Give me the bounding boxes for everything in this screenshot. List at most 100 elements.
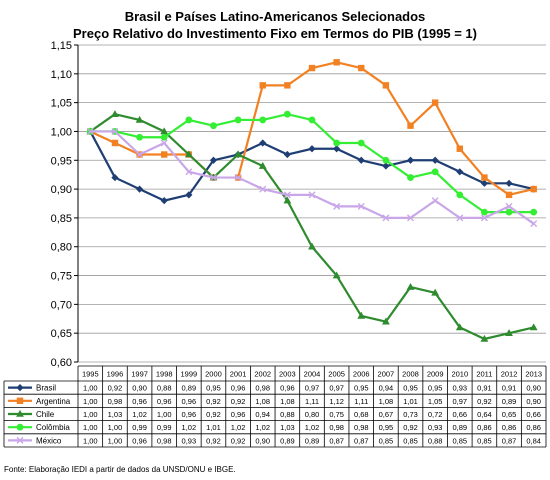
table-cell: 0,96 — [132, 436, 147, 445]
table-cell: 0,67 — [379, 410, 394, 419]
series-segment — [458, 193, 486, 214]
table-cell: 0,90 — [526, 397, 541, 406]
series-segment — [286, 199, 314, 248]
x-tick-label: 2011 — [476, 370, 492, 379]
series-segment — [507, 326, 535, 335]
data-point — [431, 99, 439, 106]
series-segment — [335, 274, 363, 317]
data-point — [456, 214, 464, 222]
table-cell: 0,94 — [379, 384, 394, 393]
series-segment — [507, 187, 535, 196]
data-point — [455, 323, 464, 331]
chart-subtitle: Preço Relativo do Investimento Fixo em T… — [73, 26, 477, 41]
table-cell: 0,89 — [452, 423, 467, 432]
data-point — [431, 156, 439, 164]
series-segment — [237, 153, 264, 168]
table-cell: 0,73 — [403, 410, 418, 419]
series-segment — [286, 147, 314, 156]
data-point — [209, 174, 217, 182]
table-cell: 0,96 — [182, 397, 197, 406]
data-point — [111, 173, 119, 182]
table-cell: 1,00 — [108, 423, 123, 432]
data-point — [357, 311, 366, 319]
series-segment — [163, 141, 190, 173]
data-point — [530, 208, 538, 216]
table-cell: 0,89 — [502, 397, 517, 406]
table-cell: 0,65 — [502, 410, 517, 419]
data-point — [185, 191, 193, 199]
series-segment — [409, 101, 437, 127]
x-tick-label: 2005 — [328, 370, 345, 379]
y-axis-ticks: 0,60 0,65 0,70 0,75 0,80 0,85 0,90 0,95 1,00 1,05… — [51, 40, 78, 369]
data-point — [381, 317, 390, 325]
table-cell: 0,85 — [403, 436, 418, 445]
data-point — [136, 151, 144, 159]
legend-entry: Colômbia — [8, 423, 70, 432]
series-segment — [187, 153, 215, 179]
table-cell: 0,88 — [428, 436, 443, 445]
data-point — [505, 191, 513, 199]
data-point — [530, 220, 538, 228]
data-point — [258, 161, 267, 169]
x-tick-label: 2009 — [427, 370, 444, 379]
x-tick-label: 2006 — [353, 370, 370, 379]
table-cell: 0,98 — [157, 436, 172, 445]
data-point — [234, 150, 243, 158]
table-cell: 0,90 — [255, 436, 270, 445]
y-tick-label: 0,65 — [51, 328, 72, 340]
data-point — [160, 133, 168, 141]
table-cell: 0,66 — [526, 410, 541, 419]
table-cell: 1,12 — [329, 397, 344, 406]
table-cell: 0,96 — [231, 410, 246, 419]
series-segment — [89, 113, 117, 133]
legend-label: México — [36, 436, 62, 445]
legend-label: Argentina — [36, 397, 71, 406]
series-segment — [310, 61, 338, 70]
data-point — [333, 202, 341, 210]
x-tick-label: 1998 — [156, 370, 173, 379]
series-segment — [434, 199, 461, 220]
series-segment — [310, 245, 338, 277]
table-cell: 0,87 — [354, 436, 369, 445]
table-cell: 1,00 — [108, 436, 123, 445]
x-tick-label: 2013 — [525, 370, 542, 379]
data-point — [185, 116, 193, 124]
table-cell: 1,03 — [108, 410, 123, 419]
series-segment — [384, 159, 412, 179]
table-cell: 0,92 — [231, 436, 246, 445]
legend-marker — [16, 423, 24, 431]
y-tick-label: 0,80 — [51, 242, 72, 254]
data-point — [185, 168, 193, 176]
data-point — [210, 122, 217, 130]
series-segment — [187, 170, 215, 179]
table-cell: 1,02 — [255, 423, 270, 432]
data-point — [136, 133, 143, 141]
table-cell: 0,89 — [182, 384, 197, 393]
x-tick-label: 2012 — [501, 370, 518, 379]
data-point — [308, 116, 316, 124]
series-segment — [360, 314, 387, 323]
table-cell: 0,87 — [502, 436, 517, 445]
table-cell: 1,00 — [157, 410, 172, 419]
table-cell: 1,00 — [83, 436, 98, 445]
data-point — [358, 64, 365, 72]
legend-entry: Brasil — [8, 384, 56, 393]
table-cell: 1,05 — [428, 397, 443, 406]
table-cell: 1,00 — [83, 423, 98, 432]
table-cell: 0,96 — [157, 397, 172, 406]
data-point — [382, 162, 390, 170]
table-cell: 0,88 — [157, 384, 172, 393]
y-tick-label: 0,70 — [51, 299, 72, 311]
data-point — [456, 191, 464, 199]
y-tick-label: 0,85 — [51, 213, 72, 225]
table-cell: 1,08 — [379, 397, 394, 406]
series-segment — [237, 141, 264, 156]
x-tick-label: 2004 — [304, 370, 321, 379]
data-point — [407, 174, 414, 181]
series-segment — [163, 118, 190, 139]
series-segment — [384, 84, 412, 127]
table-cell: 0,96 — [132, 397, 147, 406]
data-point — [505, 202, 513, 210]
series-mxico — [86, 127, 538, 228]
